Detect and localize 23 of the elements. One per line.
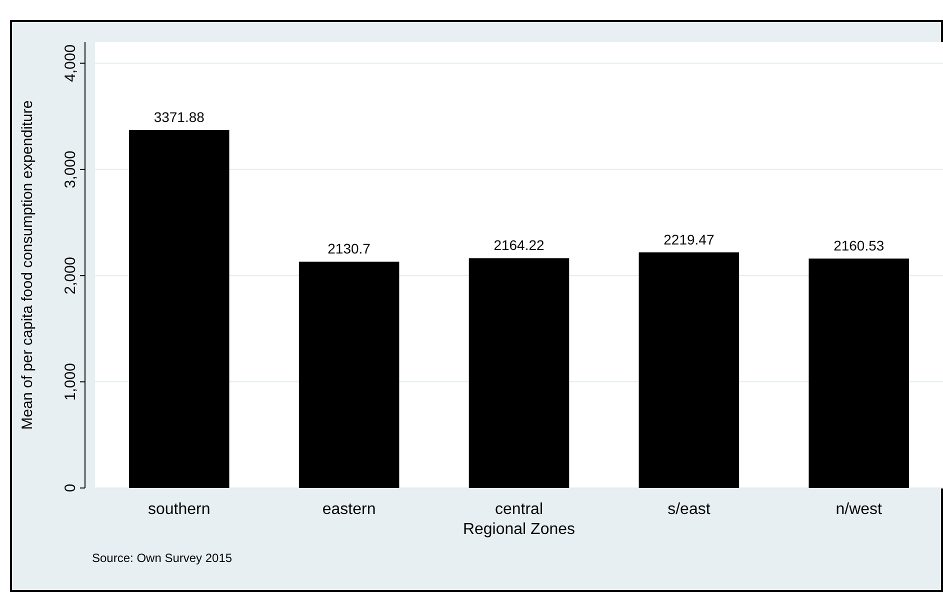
bar [808, 258, 910, 488]
y-tick-label: 0 [62, 484, 79, 492]
source-note: Source: Own Survey 2015 [92, 551, 232, 565]
x-tick-label: southern [148, 501, 210, 518]
data-label: 2130.7 [328, 240, 371, 257]
bar [638, 252, 740, 488]
x-tick-label: central [494, 501, 544, 518]
bar [468, 258, 570, 488]
y-tick-label: 2,000 [62, 256, 79, 294]
x-tick-label: n/west [836, 501, 883, 518]
data-label: 3371.88 [154, 108, 205, 125]
y-tick-label: 1,000 [62, 363, 79, 401]
x-tick-label: eastern [322, 501, 376, 518]
data-label: 2160.53 [834, 238, 884, 254]
y-tick-label: 4,000 [62, 44, 79, 82]
y-axis-title: Mean of per capita food consumption expenditure [19, 100, 36, 430]
data-label: 2164.22 [494, 237, 545, 254]
x-axis-title: Regional Zones [462, 521, 576, 538]
y-tick-label: 3,000 [62, 150, 79, 188]
x-tick-label: s/east [668, 501, 711, 518]
bar [298, 262, 400, 488]
data-label: 2219.47 [664, 231, 714, 248]
bar [128, 130, 230, 488]
